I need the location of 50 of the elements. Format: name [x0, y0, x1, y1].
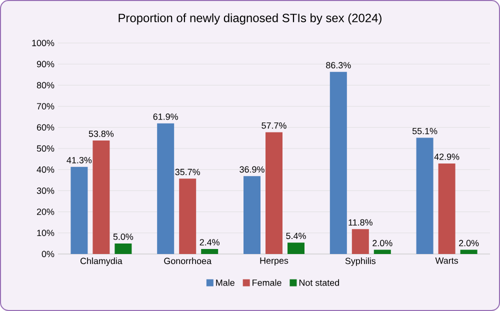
- y-tick-label: 20%: [36, 208, 54, 215]
- bar: [374, 250, 391, 254]
- legend-label: Not stated: [299, 279, 339, 286]
- data-label: 57.7%: [262, 122, 286, 129]
- data-label: 2.4%: [200, 239, 220, 246]
- bar: [416, 138, 434, 254]
- bar: [288, 242, 304, 254]
- data-label: 11.8%: [348, 219, 372, 226]
- x-tick-label: Gonorrhoea: [164, 258, 212, 264]
- bar: [70, 166, 88, 254]
- x-tick-label: Syphilis: [345, 258, 376, 266]
- y-tick-label: 90%: [36, 60, 54, 68]
- bar: [266, 132, 282, 254]
- data-label: 2.0%: [372, 240, 392, 246]
- bar: [157, 123, 174, 254]
- y-tick-label: 40%: [36, 166, 54, 173]
- data-label: 35.7%: [175, 168, 200, 176]
- y-tick-label: 80%: [36, 82, 54, 88]
- bar: [179, 178, 196, 254]
- bar: [92, 140, 110, 254]
- bar: [330, 72, 347, 254]
- data-label: 55.1%: [412, 128, 438, 134]
- y-tick-label: 50%: [36, 145, 54, 152]
- y-tick-label: 60%: [36, 124, 54, 131]
- bar: [460, 250, 478, 254]
- bar: [438, 163, 456, 254]
- legend-label: Female: [252, 279, 282, 286]
- data-label: 5.4%: [286, 232, 306, 240]
- bar: [201, 248, 218, 254]
- data-label: 41.3%: [66, 156, 92, 164]
- y-tick-label: 30%: [36, 188, 54, 194]
- x-tick-label: Warts: [435, 258, 458, 264]
- data-label: 5.0%: [113, 234, 134, 240]
- bar: [244, 176, 260, 254]
- y-tick-label: 10%: [37, 230, 54, 236]
- y-tick-label: 100%: [32, 40, 54, 46]
- chart-title: Proportion of newly diagnosed STIs by sex (2024): [118, 13, 382, 25]
- y-tick-label: 70%: [36, 103, 54, 110]
- y-tick-label: 0%: [42, 250, 54, 258]
- data-label: 42.9%: [434, 154, 460, 160]
- data-label: 53.8%: [88, 130, 114, 137]
- legend-label: Male: [216, 279, 234, 286]
- data-label: 2.0%: [459, 240, 479, 246]
- data-label: 61.9%: [153, 114, 178, 120]
- x-tick-label: Chlamydia: [80, 258, 122, 266]
- bar: [114, 243, 132, 254]
- x-tick-label: Herpes: [260, 258, 288, 266]
- bar: [352, 229, 369, 254]
- data-label: 86.3%: [326, 62, 351, 68]
- data-label: 36.9%: [240, 166, 264, 173]
